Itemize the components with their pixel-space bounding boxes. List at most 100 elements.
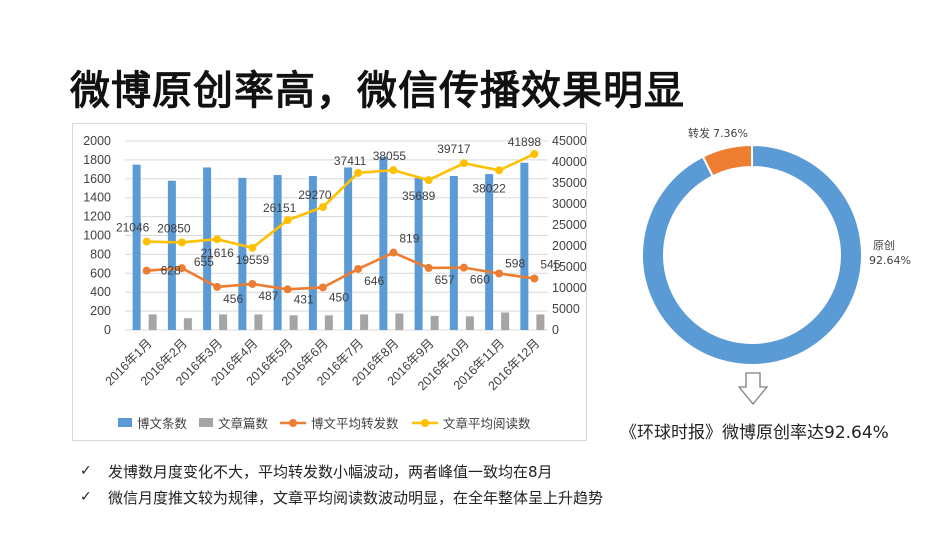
avg-read-data-label: 38022 [472, 181, 506, 195]
avg-repost-data-label: 598 [505, 256, 525, 270]
avg-repost-point [459, 263, 468, 272]
avg-repost-data-label: 450 [329, 290, 349, 304]
y-left-tick-label: 800 [90, 247, 111, 261]
legend-swatch-point [421, 419, 429, 427]
legend-swatch [118, 418, 132, 427]
y-left-tick-label: 1400 [83, 191, 111, 205]
legend-label: 博文平均转发数 [311, 416, 399, 431]
y-left-tick-label: 1200 [83, 210, 111, 224]
avg-repost-data-label: 655 [194, 255, 214, 269]
donut-caption: 《环球时报》微博原创率达92.64% [620, 423, 889, 443]
bar-weibo-posts [344, 167, 353, 330]
bullet-text: 发博数月度变化不大，平均转发数小幅波动，两者峰值一致均在8月 [108, 462, 553, 481]
avg-read-data-label: 21616 [200, 246, 234, 260]
avg-repost-point [283, 285, 292, 294]
avg-repost-point [424, 263, 433, 272]
avg-repost-point [213, 282, 222, 291]
avg-read-point [459, 159, 468, 168]
bar-wechat-articles [360, 314, 369, 330]
avg-repost-point [495, 269, 504, 278]
bar-wechat-articles [501, 312, 510, 330]
avg-read-data-label: 19559 [236, 253, 270, 267]
y-right-tick-label: 0 [552, 323, 559, 337]
bar-wechat-articles [148, 314, 157, 330]
avg-read-line [146, 152, 535, 250]
avg-read-data-label: 38055 [373, 149, 407, 163]
avg-repost-data-label: 660 [470, 273, 490, 287]
avg-read-point [283, 216, 292, 225]
bar-wechat-articles [219, 314, 228, 330]
avg-read-point [424, 176, 433, 185]
y-left-tick-label: 600 [90, 266, 111, 280]
avg-repost-point [318, 283, 327, 292]
check-icon: ✓ [80, 489, 92, 505]
donut-slice [701, 143, 753, 178]
avg-repost-data-label: 456 [223, 292, 243, 306]
avg-repost-point [142, 266, 151, 275]
bar-wechat-articles [254, 314, 263, 330]
avg-read-data-label: 39717 [437, 142, 471, 156]
bullet-list: ✓ 发博数月度变化不大，平均转发数小幅波动，两者峰值一致均在8月 ✓ 微信月度推… [80, 458, 603, 510]
donut-slice [641, 143, 863, 366]
bullet-item: ✓ 发博数月度变化不大，平均转发数小幅波动，两者峰值一致均在8月 [80, 458, 603, 484]
bar-wechat-articles [536, 314, 545, 330]
bar-weibo-posts [379, 157, 388, 330]
bar-weibo-posts [238, 177, 247, 330]
y-right-tick-label: 20000 [552, 239, 587, 253]
avg-read-point [530, 150, 539, 159]
bar-weibo-posts [520, 162, 529, 330]
avg-read-data-label: 20850 [157, 221, 191, 235]
bar-wechat-articles [324, 315, 333, 330]
y-right-tick-label: 5000 [552, 302, 580, 316]
bar-weibo-posts [167, 180, 176, 330]
check-icon: ✓ [80, 463, 92, 479]
bar-weibo-posts [485, 174, 494, 330]
avg-read-point [354, 168, 363, 177]
avg-read-data-label: 37411 [334, 154, 367, 168]
bar-weibo-posts [308, 175, 317, 330]
y-left-tick-label: 1600 [83, 172, 111, 186]
y-right-tick-label: 15000 [552, 260, 587, 274]
y-right-tick-label: 35000 [552, 176, 587, 190]
avg-read-point [248, 243, 257, 252]
down-arrow-icon [738, 372, 768, 406]
avg-read-data-label: 41898 [508, 135, 542, 149]
avg-repost-data-label: 657 [435, 273, 455, 287]
avg-repost-data-label: 545 [540, 257, 560, 271]
avg-read-data-label: 21046 [116, 221, 150, 235]
avg-repost-data-label: 646 [364, 274, 384, 288]
bar-weibo-posts [273, 175, 282, 330]
page-title: 微博原创率高，微信传播效果明显 [70, 68, 685, 114]
legend-label: 博文条数 [137, 416, 188, 431]
avg-repost-point [530, 274, 539, 283]
y-left-tick-label: 2000 [83, 134, 111, 148]
avg-repost-data-label: 628 [161, 264, 181, 278]
avg-read-point [213, 235, 222, 244]
y-left-tick-label: 400 [90, 285, 111, 299]
avg-read-data-label: 29270 [298, 188, 332, 202]
bar-weibo-posts [414, 177, 423, 330]
y-right-tick-label: 25000 [552, 218, 587, 232]
y-left-tick-label: 1000 [83, 229, 111, 243]
bar-weibo-posts [203, 167, 212, 330]
bullet-item: ✓ 微信月度推文较为规律，文章平均阅读数波动明显，在全年整体呈上升趋势 [80, 484, 603, 510]
avg-repost-data-label: 819 [399, 232, 419, 246]
bar-wechat-articles [465, 316, 474, 330]
y-left-tick-label: 1800 [83, 153, 111, 167]
legend-label: 文章平均阅读数 [443, 416, 531, 431]
avg-repost-line [146, 251, 535, 291]
legend-swatch [199, 418, 213, 427]
chart-frame [72, 123, 587, 441]
avg-repost-data-label: 431 [294, 292, 314, 306]
bullet-text: 微信月度推文较为规律，文章平均阅读数波动明显，在全年整体呈上升趋势 [108, 488, 604, 507]
legend-swatch-point [289, 419, 297, 427]
avg-read-point [389, 166, 398, 175]
bar-wechat-articles [430, 315, 439, 330]
y-right-tick-label: 45000 [552, 134, 587, 148]
bar-weibo-posts [449, 175, 458, 330]
avg-read-data-label: 35689 [402, 189, 436, 203]
avg-read-point [177, 238, 186, 247]
y-right-tick-label: 30000 [552, 197, 587, 211]
y-right-tick-label: 10000 [552, 281, 587, 295]
